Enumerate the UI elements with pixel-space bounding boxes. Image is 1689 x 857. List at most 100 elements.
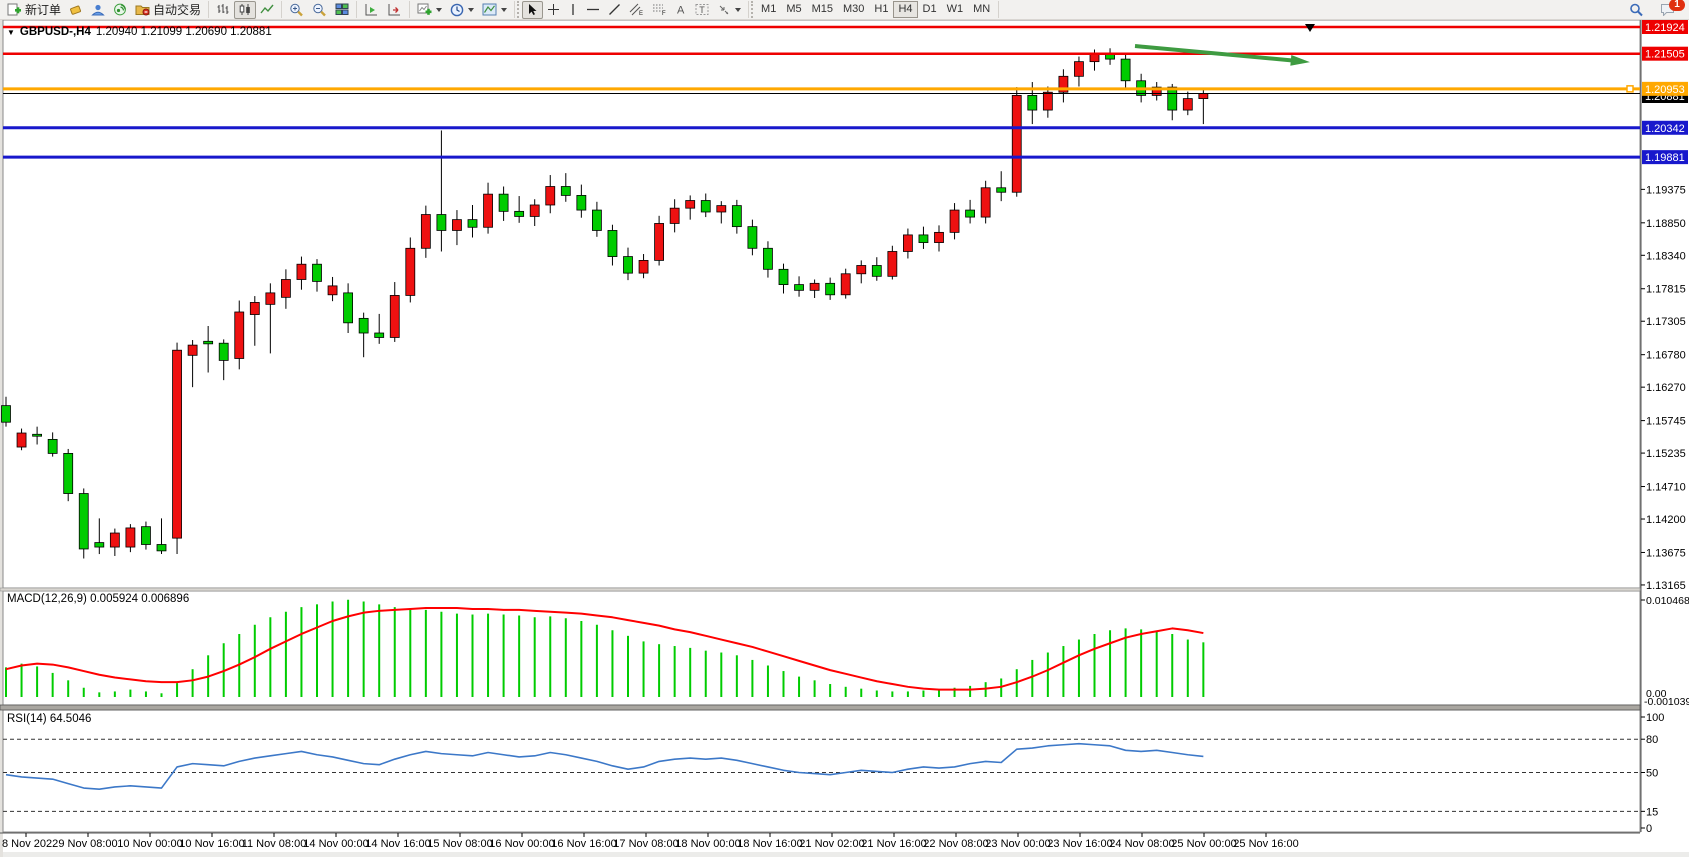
price-axis-ticks: 1.19375 1.18850 1.18340 1.17815 1.17305 1.167… [1641,184,1686,592]
svg-text:1.18850: 1.18850 [1646,218,1686,230]
equidistant-channel-button[interactable]: E [625,1,648,19]
macd-indicator-label: MACD(12,26,9) 0.005924 0.006896 [7,593,190,605]
tile-windows-button[interactable] [331,1,353,19]
candle-body [669,207,680,224]
candlestick-series [1,48,1209,559]
bar-chart-button[interactable] [212,1,234,19]
candle-body [483,193,493,228]
signals-button[interactable] [109,1,131,19]
timeframe-m30[interactable]: M30 [843,3,865,15]
collapse-icon[interactable]: ▼ [7,27,15,37]
cursor-button[interactable] [522,0,544,19]
line-chart-button[interactable] [256,1,278,19]
candle-body [1058,75,1069,93]
timeframe-m15[interactable]: M15 [811,3,833,15]
chart-title: ▼ GBPUSD-,H4 1.20940 1.21099 1.20690 1.2… [7,26,272,38]
new-chart-button[interactable] [413,1,446,19]
price-badge: 1.19881 [1642,150,1688,165]
community-icon [91,4,105,16]
crosshair-button[interactable] [543,1,564,19]
community-button[interactable] [87,1,109,19]
horizontal-line-button[interactable] [582,1,604,19]
vertical-line-button[interactable] [564,1,582,19]
timeframe-m5[interactable]: M5 [786,3,802,15]
svg-text:100: 100 [1646,712,1664,724]
svg-text:10 Nov 00:00: 10 Nov 00:00 [117,838,182,850]
timeframe-h1[interactable]: H1 [874,3,889,15]
timeframe-mn[interactable]: MN [973,3,991,15]
zoom-in-button[interactable] [285,1,308,19]
text-label-button[interactable]: T [691,1,713,19]
candle-body [420,214,431,249]
pane-splitter[interactable] [0,587,1641,592]
macd-signal-line [5,607,1204,691]
timeframe-h4[interactable]: H4 [893,1,918,18]
candle-body [576,195,587,211]
svg-text:1.16780: 1.16780 [1646,350,1686,362]
trendline-button[interactable] [604,1,625,19]
search-button[interactable] [1625,1,1648,19]
timeframe-d1[interactable]: D1 [922,3,937,15]
arrows-button[interactable] [713,1,745,19]
candle-body [1198,93,1209,99]
svg-text:21 Nov 02:00: 21 Nov 02:00 [799,838,864,850]
horizontal-line-icon [587,8,600,11]
svg-text:1.20342: 1.20342 [1645,123,1685,135]
text-a-icon: A [677,5,685,17]
svg-text:23 Nov 00:00: 23 Nov 00:00 [985,838,1050,850]
toolbar-group-charttype [209,0,283,19]
auto-scroll-icon [365,3,378,15]
svg-text:E: E [639,11,643,16]
candle-body [234,311,245,359]
chart-shift-button[interactable] [383,1,406,19]
line-anchor-square[interactable] [1626,85,1634,93]
template-button[interactable] [478,1,511,19]
toolbar-group-timeframes: M1 M5 M15 M30 H1 H4 D1 W1 MN [751,1,1000,18]
new-chart-icon [417,3,432,15]
fibonacci-button[interactable]: F [648,1,671,19]
svg-text:14 Nov 16:00: 14 Nov 16:00 [365,838,430,850]
candle-body [358,317,369,334]
notifications-button[interactable]: 1 [1656,0,1685,19]
line-anchor-marker[interactable] [1305,24,1315,32]
svg-text:15 Nov 08:00: 15 Nov 08:00 [427,838,492,850]
macd-pane[interactable] [2,590,1641,706]
trend-arrow-line[interactable] [1134,44,1299,63]
candle-body [778,268,789,286]
pane-splitter[interactable] [0,704,1641,711]
candle-body [172,349,182,539]
svg-text:17 Nov 08:00: 17 Nov 08:00 [613,838,678,850]
candlestick-chart-button[interactable] [234,0,257,19]
text-button[interactable]: A [671,1,691,19]
candle-body [685,200,696,209]
svg-text:0: 0 [1646,823,1652,835]
svg-text:-0.001039: -0.001039 [1644,696,1689,708]
auto-scroll-button[interactable] [360,1,383,19]
svg-text:23 Nov 16:00: 23 Nov 16:00 [1047,838,1112,850]
autotrade-button[interactable]: 自动交易 [131,1,205,19]
svg-text:8 Nov 2022: 8 Nov 2022 [2,838,58,850]
svg-text:F: F [662,11,666,16]
timeframe-m1[interactable]: M1 [761,3,777,15]
equidistant-channel-icon: E [629,3,643,16]
timeframe-w1[interactable]: W1 [946,3,964,15]
period-button[interactable] [446,1,478,19]
candle-body [529,204,540,217]
price-badge: 1.20342 [1642,120,1688,135]
time-axis[interactable]: 8 Nov 2022 9 Nov 08:00 10 Nov 00:0010 Nov … [2,833,1299,850]
new-order-label: 新订单 [25,3,62,17]
new-order-button[interactable]: 新订单 [3,1,65,19]
notification-count-badge: 1 [1669,0,1685,11]
candle-body [32,433,42,437]
svg-text:1.17815: 1.17815 [1646,284,1686,296]
vertical-line-icon [572,4,574,15]
svg-text:T: T [699,5,705,15]
eraser-button[interactable] [65,1,87,19]
candle-body [871,265,882,277]
tile-windows-icon [335,3,349,15]
main-price-pane[interactable] [2,19,1641,589]
svg-text:22 Nov 08:00: 22 Nov 08:00 [923,838,988,850]
rsi-pane[interactable] [2,709,1641,833]
zoom-out-button[interactable] [308,1,331,19]
